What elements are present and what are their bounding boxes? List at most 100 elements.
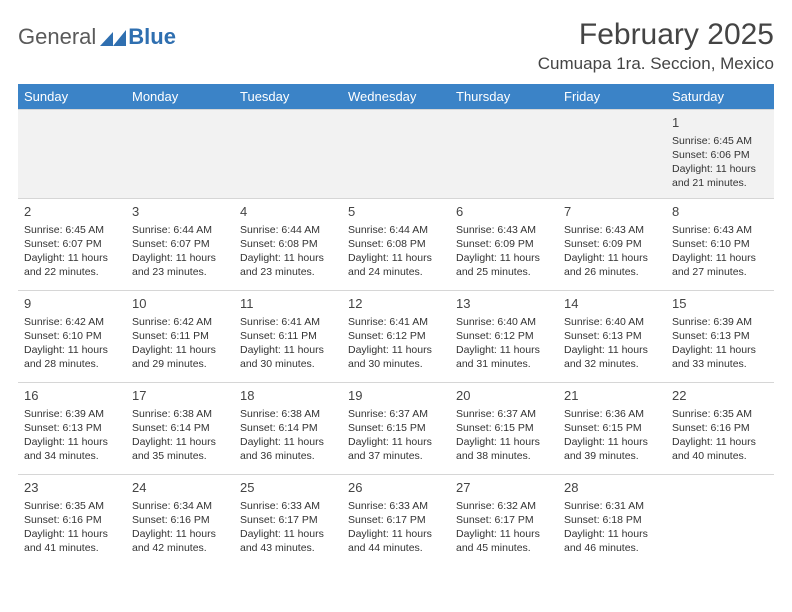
day-number: 23 (24, 479, 120, 497)
day-info: Sunrise: 6:43 AMSunset: 6:10 PMDaylight:… (672, 223, 768, 280)
day-info: Sunrise: 6:45 AMSunset: 6:07 PMDaylight:… (24, 223, 120, 280)
calendar-day-cell: 14Sunrise: 6:40 AMSunset: 6:13 PMDayligh… (558, 291, 666, 383)
month-title: February 2025 (538, 18, 774, 52)
day-info: Sunrise: 6:42 AMSunset: 6:10 PMDaylight:… (24, 315, 120, 372)
day-info: Sunrise: 6:42 AMSunset: 6:11 PMDaylight:… (132, 315, 228, 372)
calendar-day-cell: 2 Sunrise: 6:45 AMSunset: 6:07 PMDaylight… (18, 199, 126, 291)
calendar-day-cell: 1Sunrise: 6:45 AMSunset: 6:06 PMDaylight… (666, 110, 774, 199)
logo: General Blue (18, 18, 176, 50)
day-number: 8 (672, 203, 768, 221)
day-number: 3 (132, 203, 228, 221)
day-info: Sunrise: 6:40 AMSunset: 6:13 PMDaylight:… (564, 315, 660, 372)
day-info: Sunrise: 6:43 AMSunset: 6:09 PMDaylight:… (564, 223, 660, 280)
title-block: February 2025 Cumuapa 1ra. Seccion, Mexi… (538, 18, 774, 74)
day-number: 10 (132, 295, 228, 313)
day-info: Sunrise: 6:33 AMSunset: 6:17 PMDaylight:… (348, 499, 444, 556)
day-number: 4 (240, 203, 336, 221)
weekday-header-row: Sunday Monday Tuesday Wednesday Thursday… (18, 84, 774, 110)
calendar-day-cell: 10 Sunrise: 6:42 AMSunset: 6:11 PMDayligh… (126, 291, 234, 383)
calendar-day-cell (18, 110, 126, 199)
day-number: 28 (564, 479, 660, 497)
day-number: 19 (348, 387, 444, 405)
weekday-header: Wednesday (342, 84, 450, 110)
logo-text-blue: Blue (128, 24, 176, 50)
calendar-day-cell: 27 Sunrise: 6:32 AMSunset: 6:17 PMDayligh… (450, 475, 558, 567)
calendar-day-cell: 4 Sunrise: 6:44 AMSunset: 6:08 PMDaylight… (234, 199, 342, 291)
day-number: 26 (348, 479, 444, 497)
day-number: 16 (24, 387, 120, 405)
calendar-table: Sunday Monday Tuesday Wednesday Thursday… (18, 84, 774, 567)
calendar-day-cell (558, 110, 666, 199)
calendar-day-cell: 13 Sunrise: 6:40 AMSunset: 6:12 PMDayligh… (450, 291, 558, 383)
calendar-day-cell: 12 Sunrise: 6:41 AMSunset: 6:12 PMDayligh… (342, 291, 450, 383)
calendar-day-cell: 5 Sunrise: 6:44 AMSunset: 6:08 PMDaylight… (342, 199, 450, 291)
day-info: Sunrise: 6:37 AMSunset: 6:15 PMDaylight:… (348, 407, 444, 464)
day-info: Sunrise: 6:34 AMSunset: 6:16 PMDaylight:… (132, 499, 228, 556)
calendar-day-cell (234, 110, 342, 199)
day-info: Sunrise: 6:41 AMSunset: 6:11 PMDaylight:… (240, 315, 336, 372)
day-info: Sunrise: 6:37 AMSunset: 6:15 PMDaylight:… (456, 407, 552, 464)
calendar-day-cell: 28Sunrise: 6:31 AMSunset: 6:18 PMDayligh… (558, 475, 666, 567)
calendar-day-cell (126, 110, 234, 199)
day-number: 5 (348, 203, 444, 221)
day-number: 13 (456, 295, 552, 313)
day-number: 12 (348, 295, 444, 313)
day-number: 20 (456, 387, 552, 405)
header: General Blue February 2025 Cumuapa 1ra. … (18, 18, 774, 74)
calendar-day-cell: 23 Sunrise: 6:35 AMSunset: 6:16 PMDayligh… (18, 475, 126, 567)
calendar-day-cell: 19 Sunrise: 6:37 AMSunset: 6:15 PMDayligh… (342, 383, 450, 475)
calendar-day-cell: 24 Sunrise: 6:34 AMSunset: 6:16 PMDayligh… (126, 475, 234, 567)
calendar-body: 1Sunrise: 6:45 AMSunset: 6:06 PMDaylight… (18, 110, 774, 567)
calendar-day-cell: 26 Sunrise: 6:33 AMSunset: 6:17 PMDayligh… (342, 475, 450, 567)
calendar-day-cell: 8 Sunrise: 6:43 AMSunset: 6:10 PMDaylight… (666, 199, 774, 291)
day-info: Sunrise: 6:36 AMSunset: 6:15 PMDaylight:… (564, 407, 660, 464)
weekday-header: Thursday (450, 84, 558, 110)
calendar-day-cell: 11 Sunrise: 6:41 AMSunset: 6:11 PMDayligh… (234, 291, 342, 383)
day-info: Sunrise: 6:35 AMSunset: 6:16 PMDaylight:… (24, 499, 120, 556)
day-number: 11 (240, 295, 336, 313)
day-info: Sunrise: 6:39 AMSunset: 6:13 PMDaylight:… (672, 315, 768, 372)
calendar-week-row: 23 Sunrise: 6:35 AMSunset: 6:16 PMDayligh… (18, 475, 774, 567)
day-info: Sunrise: 6:38 AMSunset: 6:14 PMDaylight:… (240, 407, 336, 464)
day-number: 22 (672, 387, 768, 405)
day-number: 27 (456, 479, 552, 497)
day-info: Sunrise: 6:44 AMSunset: 6:08 PMDaylight:… (348, 223, 444, 280)
day-info: Sunrise: 6:44 AMSunset: 6:08 PMDaylight:… (240, 223, 336, 280)
day-info: Sunrise: 6:35 AMSunset: 6:16 PMDaylight:… (672, 407, 768, 464)
calendar-day-cell: 22 Sunrise: 6:35 AMSunset: 6:16 PMDayligh… (666, 383, 774, 475)
calendar-day-cell: 18Sunrise: 6:38 AMSunset: 6:14 PMDayligh… (234, 383, 342, 475)
day-number: 15 (672, 295, 768, 313)
calendar-day-cell: 6 Sunrise: 6:43 AMSunset: 6:09 PMDaylight… (450, 199, 558, 291)
weekday-header: Tuesday (234, 84, 342, 110)
calendar-week-row: 1Sunrise: 6:45 AMSunset: 6:06 PMDaylight… (18, 110, 774, 199)
day-info: Sunrise: 6:44 AMSunset: 6:07 PMDaylight:… (132, 223, 228, 280)
calendar-day-cell: 17Sunrise: 6:38 AMSunset: 6:14 PMDayligh… (126, 383, 234, 475)
logo-text-general: General (18, 24, 96, 50)
logo-triangle-icon (100, 28, 126, 46)
calendar-day-cell: 20 Sunrise: 6:37 AMSunset: 6:15 PMDayligh… (450, 383, 558, 475)
location-label: Cumuapa 1ra. Seccion, Mexico (538, 54, 774, 74)
day-info: Sunrise: 6:38 AMSunset: 6:14 PMDaylight:… (132, 407, 228, 464)
weekday-header: Sunday (18, 84, 126, 110)
calendar-day-cell: 3 Sunrise: 6:44 AMSunset: 6:07 PMDaylight… (126, 199, 234, 291)
day-info: Sunrise: 6:32 AMSunset: 6:17 PMDaylight:… (456, 499, 552, 556)
calendar-day-cell: 21 Sunrise: 6:36 AMSunset: 6:15 PMDayligh… (558, 383, 666, 475)
day-info: Sunrise: 6:39 AMSunset: 6:13 PMDaylight:… (24, 407, 120, 464)
day-number: 25 (240, 479, 336, 497)
day-number: 7 (564, 203, 660, 221)
day-number: 21 (564, 387, 660, 405)
calendar-week-row: 16 Sunrise: 6:39 AMSunset: 6:13 PMDayligh… (18, 383, 774, 475)
weekday-header: Monday (126, 84, 234, 110)
day-info: Sunrise: 6:33 AMSunset: 6:17 PMDaylight:… (240, 499, 336, 556)
calendar-day-cell (666, 475, 774, 567)
weekday-header: Saturday (666, 84, 774, 110)
day-info: Sunrise: 6:43 AMSunset: 6:09 PMDaylight:… (456, 223, 552, 280)
day-number: 6 (456, 203, 552, 221)
calendar-day-cell: 15 Sunrise: 6:39 AMSunset: 6:13 PMDayligh… (666, 291, 774, 383)
day-number: 24 (132, 479, 228, 497)
day-number: 2 (24, 203, 120, 221)
day-info: Sunrise: 6:40 AMSunset: 6:12 PMDaylight:… (456, 315, 552, 372)
day-info: Sunrise: 6:45 AMSunset: 6:06 PMDaylight:… (672, 134, 768, 191)
day-info: Sunrise: 6:41 AMSunset: 6:12 PMDaylight:… (348, 315, 444, 372)
calendar-day-cell (342, 110, 450, 199)
